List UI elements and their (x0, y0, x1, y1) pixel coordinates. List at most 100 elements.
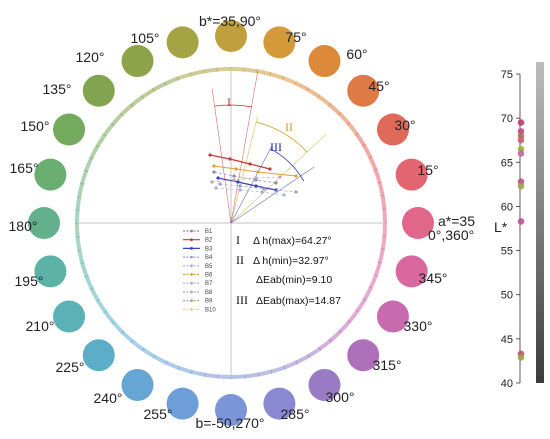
sector-arc (214, 104, 252, 108)
ring-segment (189, 69, 205, 77)
ring-segment (80, 169, 89, 185)
ring-segment (95, 298, 108, 314)
ring-segment (306, 87, 321, 99)
ring-segment (355, 298, 367, 313)
ring-segment (165, 360, 181, 370)
ring-segment (80, 262, 89, 278)
hue-label: 225° (56, 359, 85, 375)
ring-segment (95, 133, 107, 148)
hue-label: 75° (285, 29, 306, 45)
ring-segment (84, 274, 94, 290)
legend-marker (190, 299, 193, 302)
hue-label: 255° (144, 406, 173, 422)
annotation-text: ΔEab(min)=9.10 (256, 274, 332, 286)
hue-swatch-195 (34, 255, 67, 288)
ring-segment (269, 72, 285, 81)
series-point (278, 175, 282, 179)
series-point (232, 174, 236, 178)
hue-label: 315° (373, 357, 402, 373)
legend-marker (190, 255, 193, 259)
hue-swatch-90 (215, 20, 247, 52)
ring-segment (103, 310, 116, 325)
series-point (212, 164, 216, 168)
hue-swatch-45 (347, 74, 380, 107)
ring-segment (318, 338, 333, 351)
series-point (232, 178, 236, 182)
lightness-tick-label: 55 (501, 246, 513, 258)
hue-label: 60° (346, 46, 367, 62)
ring-segment (202, 67, 218, 74)
lightness-sample-point (517, 136, 525, 144)
hue-label: 105° (131, 30, 160, 46)
ring-segment (84, 157, 94, 173)
annotation-text: Δ h(max)=64.27° (253, 235, 332, 247)
sector-label: I (227, 95, 231, 109)
annotation-roman: II (236, 253, 244, 267)
ring-segment (176, 72, 192, 81)
ring-segment (164, 76, 180, 86)
legend-marker (190, 229, 193, 233)
hue-label: 135° (43, 81, 72, 97)
hue-swatch-255 (166, 387, 199, 420)
sector-arc (256, 121, 308, 153)
series-point (234, 167, 238, 171)
series-line (211, 176, 281, 183)
lightness-sample-point (517, 354, 525, 361)
lightness-axis-label: L* (494, 219, 508, 235)
hue-label: 330° (404, 318, 433, 334)
series-point (212, 170, 216, 174)
series-point (274, 181, 278, 185)
ring-segment (317, 94, 332, 107)
hue-label: 180° (9, 218, 38, 234)
series-line (209, 154, 271, 170)
series-point (216, 176, 220, 180)
series-line (213, 165, 297, 177)
ring-segment (244, 372, 260, 379)
ring-segment (368, 273, 378, 289)
legend-marker (190, 247, 193, 250)
hue-swatch-225 (82, 339, 115, 372)
series-point (254, 184, 258, 188)
hue-difference-annotations: I Δ h(max)=64.27° II Δ h(min)=32.97° ΔEab(mi… (236, 233, 341, 307)
legend-marker (190, 290, 193, 294)
legend-label: B4 (205, 255, 213, 261)
legend-marker (190, 307, 193, 311)
ring-segment (377, 248, 385, 264)
hue-swatch-240 (121, 368, 154, 401)
legend-marker (190, 238, 193, 242)
series-line (215, 187, 285, 196)
series-point (268, 167, 272, 171)
ring-segment (306, 346, 322, 359)
hue-label: 195° (15, 273, 44, 289)
series-point (238, 188, 242, 192)
ring-segment (373, 168, 382, 184)
ring-segment (337, 111, 351, 126)
ring-segment (75, 209, 80, 225)
ring-segment (102, 122, 115, 137)
ring-segment (380, 194, 387, 210)
legend-label: B8 (205, 290, 213, 296)
hue-color-swatches (28, 20, 434, 426)
series-point (210, 180, 214, 184)
legend-label: B1 (205, 229, 213, 235)
hue-swatch-30 (376, 113, 409, 146)
hue-swatch-330 (376, 300, 409, 333)
ring-segment (338, 319, 352, 334)
series-point (248, 162, 252, 166)
hue-swatch-345 (395, 255, 428, 288)
hue-label: 345° (419, 270, 448, 286)
lightness-tick-label: 50 (501, 290, 513, 302)
sector-boundary-line (230, 71, 259, 224)
ring-segment (270, 365, 286, 374)
ring-segment (141, 347, 156, 359)
sector-arc (270, 148, 305, 182)
ring-segment (190, 369, 206, 377)
hue-label: 240° (94, 390, 123, 406)
ring-segment (230, 374, 246, 379)
series-point (238, 184, 242, 188)
legend-label: B3 (205, 246, 213, 252)
hue-circle-ring (75, 67, 387, 379)
ring-segment (110, 112, 124, 127)
